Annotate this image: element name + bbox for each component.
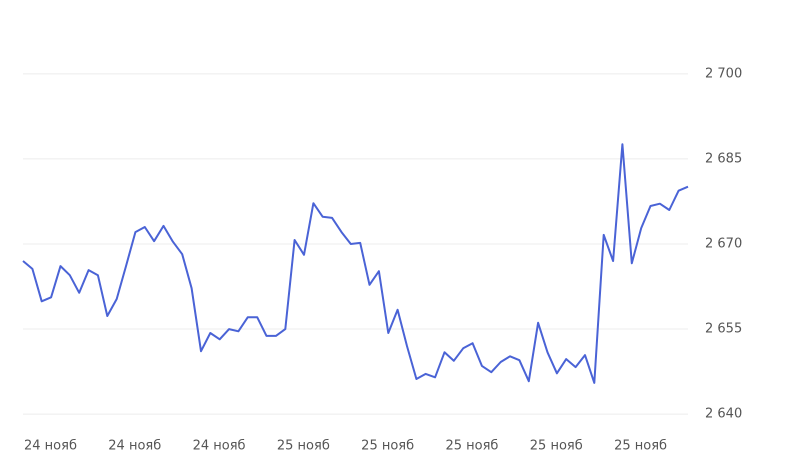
- x-tick-label: 25 нояб: [277, 439, 330, 454]
- x-tick-label: 25 нояб: [445, 439, 498, 454]
- x-tick-label: 25 нояб: [614, 439, 667, 454]
- x-tick-label: 24 нояб: [24, 439, 77, 454]
- x-tick-label: 24 нояб: [193, 439, 246, 454]
- price-line: [22, 143, 689, 384]
- y-tick-label: 2 655: [705, 322, 742, 337]
- x-tick-label: 25 нояб: [361, 439, 414, 454]
- y-tick-label: 2 670: [705, 236, 742, 251]
- x-tick-label: 25 нояб: [530, 439, 583, 454]
- y-tick-label: 2 700: [705, 66, 742, 81]
- y-tick-label: 2 685: [705, 151, 742, 166]
- y-tick-label: 2 640: [705, 407, 742, 422]
- x-tick-label: 24 нояб: [108, 439, 161, 454]
